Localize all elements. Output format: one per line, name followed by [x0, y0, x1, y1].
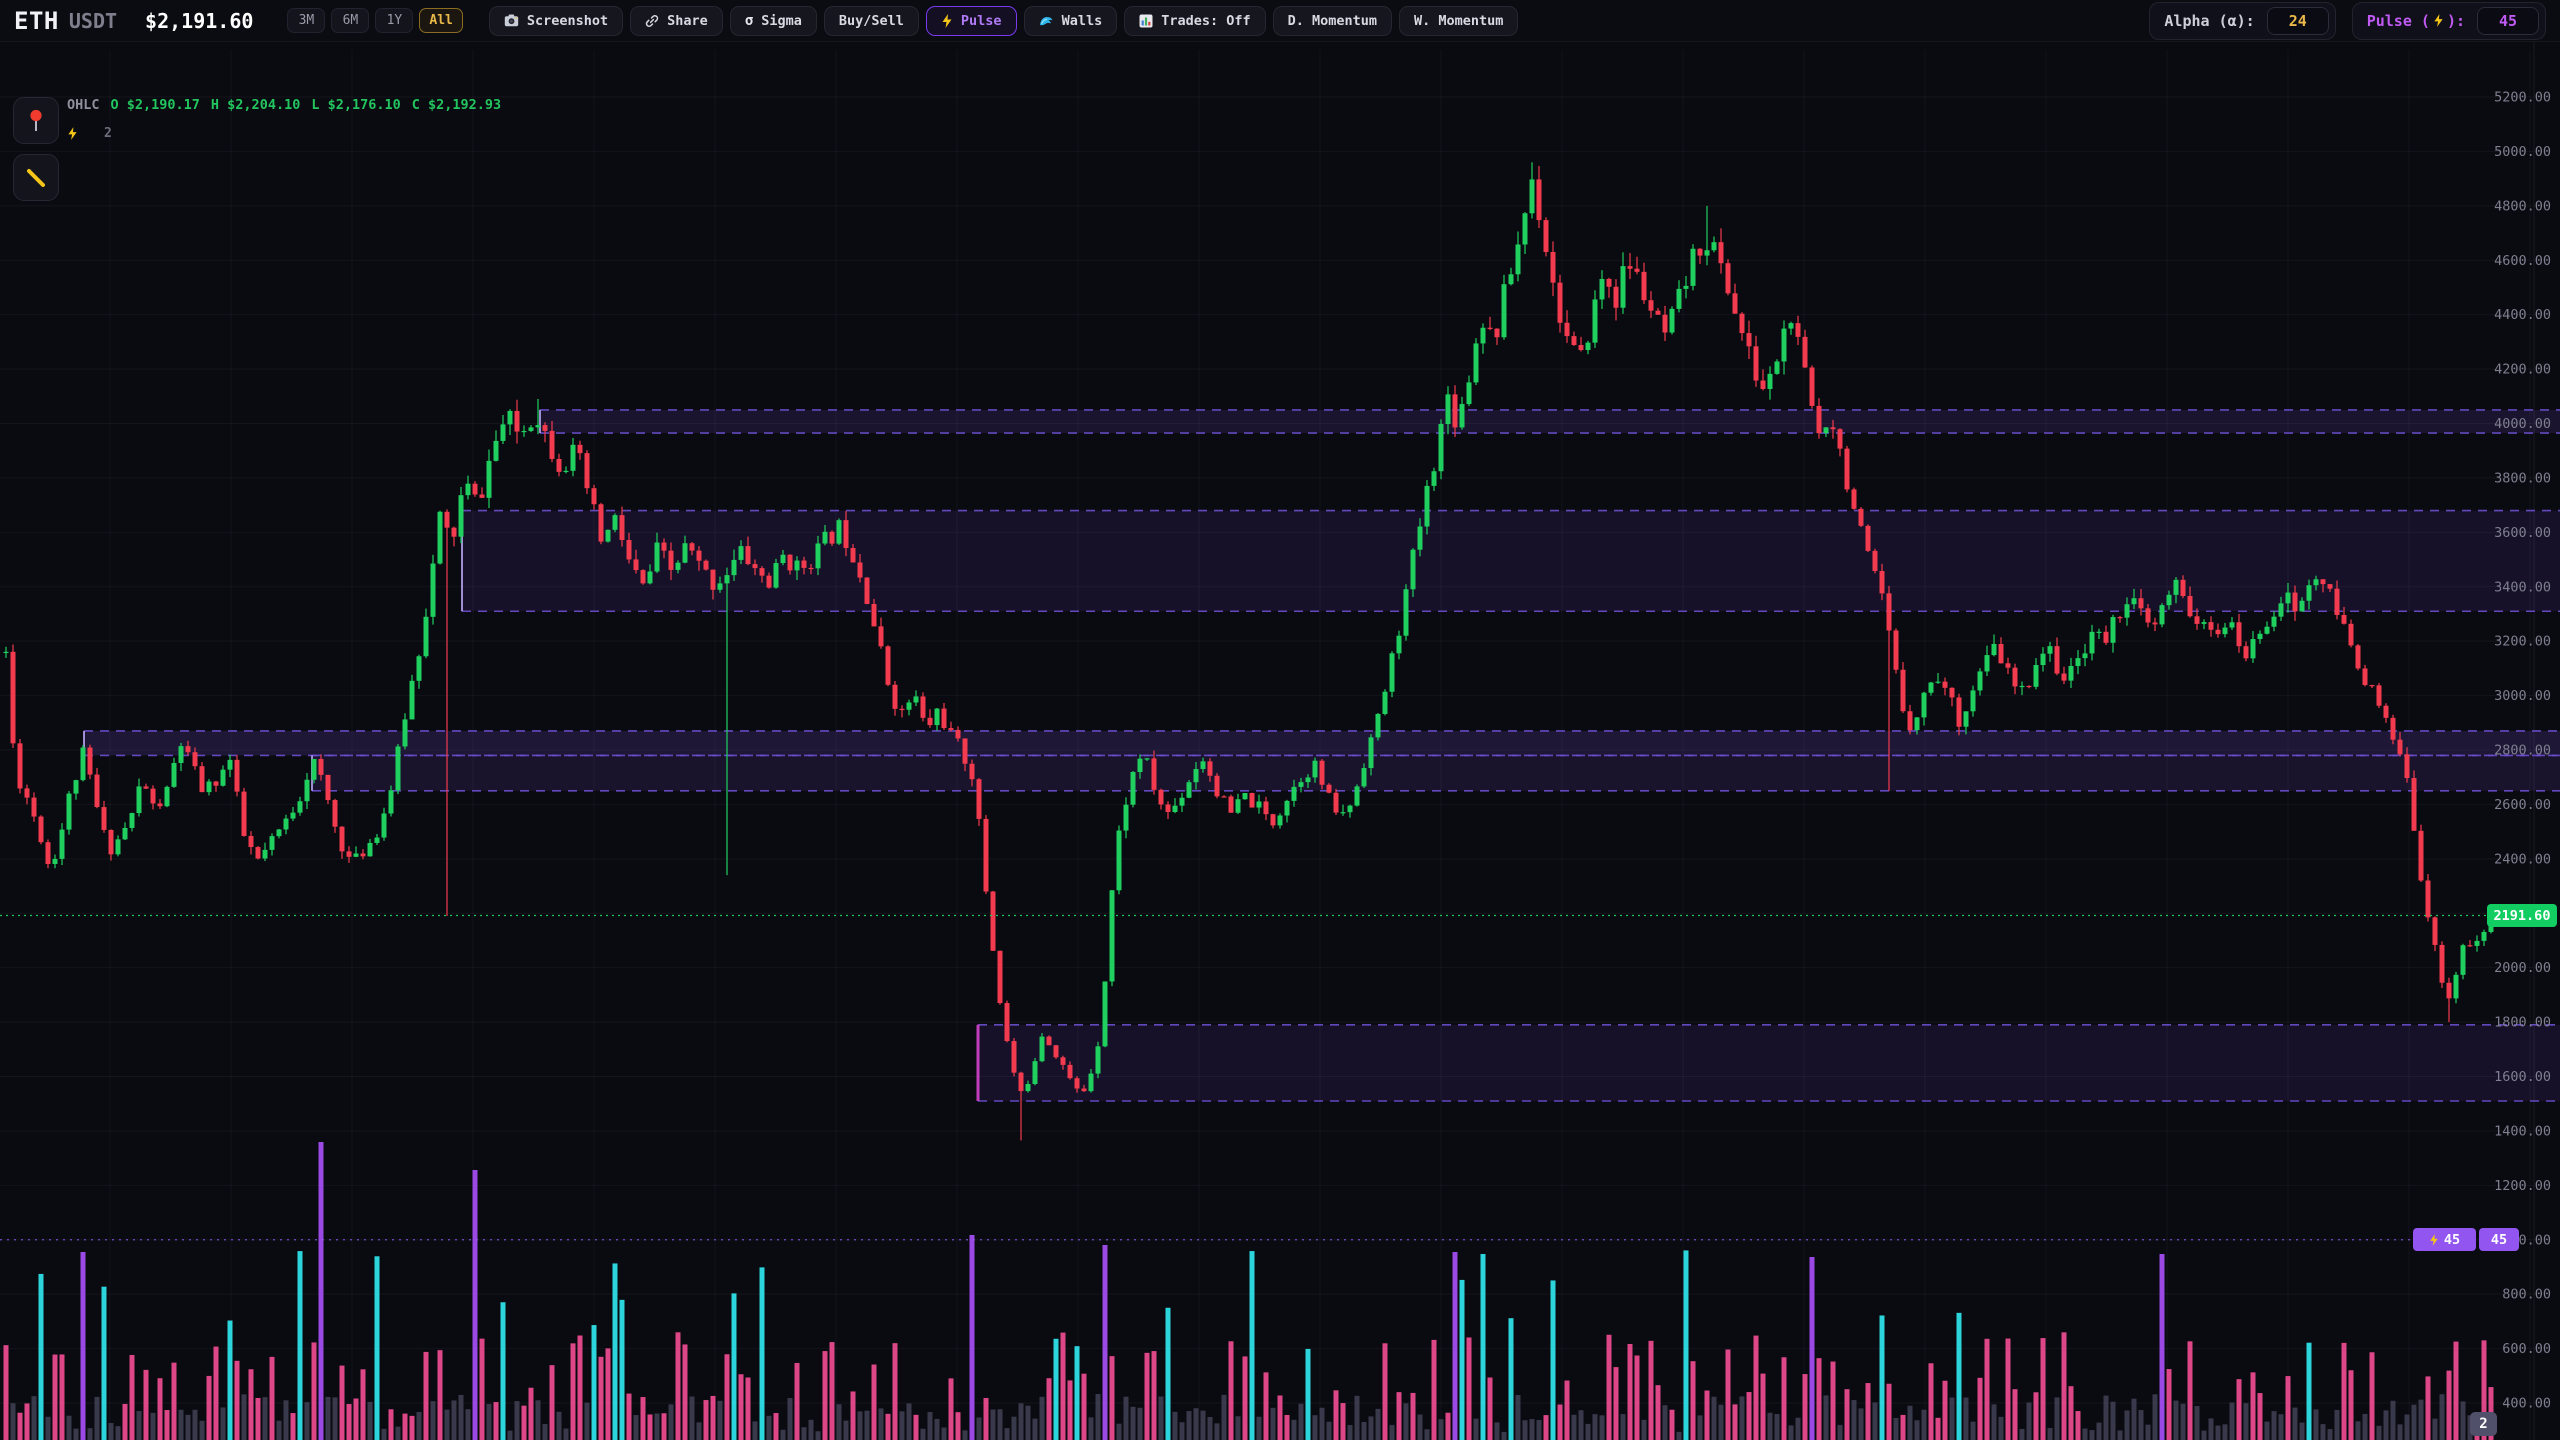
header-price: $2,191.60 — [145, 8, 254, 33]
alpha-param: Alpha (α): 24 — [2149, 1, 2336, 40]
zone-1650 — [978, 1024, 2560, 1101]
legend-pulse-count: 2 — [104, 126, 112, 141]
pulse-axis-badge: 45 — [2479, 1228, 2519, 1252]
legend-open: O $2,190.17 — [110, 97, 200, 113]
camera-icon — [504, 14, 519, 27]
svg-text:3200.00: 3200.00 — [2494, 634, 2551, 650]
svg-text:2000.00: 2000.00 — [2494, 960, 2551, 976]
svg-text:2400.00: 2400.00 — [2494, 851, 2551, 867]
ohlc-legend: OHLC O $2,190.17 H $2,204.10 L $2,176.10… — [67, 97, 501, 141]
buy-sell-button[interactable]: Buy/Sell — [823, 5, 919, 36]
bolt-icon — [2433, 14, 2444, 27]
trades-toggle-button[interactable]: Trades: Off — [1124, 5, 1266, 36]
supply-demand-zones — [83, 409, 2560, 1102]
trendline-icon — [24, 166, 48, 190]
legend-high: H $2,204.10 — [210, 97, 301, 113]
pulse-label: Pulse ( ): — [2366, 11, 2465, 30]
parameter-group: Alpha (α): 24 Pulse ( ): 45 — [2149, 1, 2546, 40]
sigma-icon: σ — [744, 12, 754, 29]
svg-text:1200.00: 1200.00 — [2494, 1178, 2551, 1194]
svg-text:4400.00: 4400.00 — [2494, 307, 2551, 323]
svg-text:5200.00: 5200.00 — [2494, 90, 2551, 106]
svg-text:3800.00: 3800.00 — [2494, 470, 2551, 486]
svg-text:3600.00: 3600.00 — [2494, 525, 2551, 541]
legend-low: L $2,176.10 — [311, 97, 401, 113]
svg-text:4800.00: 4800.00 — [2494, 198, 2551, 214]
pulse-param: Pulse ( ): 45 — [2351, 1, 2546, 40]
zone-4000 — [540, 409, 2560, 434]
timeframe-1y[interactable]: 1Y — [375, 8, 414, 33]
svg-text:4600.00: 4600.00 — [2494, 253, 2551, 269]
alpha-value-input[interactable]: 24 — [2266, 6, 2329, 35]
candlesticks — [3, 162, 2494, 1141]
svg-text:1400.00: 1400.00 — [2494, 1123, 2551, 1139]
weekly-momentum-button[interactable]: W. Momentum — [1399, 5, 1519, 36]
bolt-icon — [2429, 1233, 2439, 1246]
svg-text:1600.00: 1600.00 — [2494, 1069, 2551, 1085]
svg-text:3000.00: 3000.00 — [2494, 688, 2551, 704]
timeframe-6m[interactable]: 6M — [331, 8, 370, 33]
walls-button[interactable]: Walls — [1023, 5, 1118, 36]
timeframe-group: 3M 6M 1Y All — [287, 8, 463, 33]
trendline-tool-button[interactable] — [13, 154, 59, 201]
svg-text:400.00: 400.00 — [2502, 1396, 2551, 1412]
zone-2700 — [312, 755, 2560, 791]
pin-tool-button[interactable] — [13, 97, 59, 144]
timeframe-3m[interactable]: 3M — [287, 8, 326, 33]
svg-text:1800.00: 1800.00 — [2494, 1015, 2551, 1031]
bolt-icon — [67, 127, 78, 140]
toolbar: ETH USDT $2,191.60 3M 6M 1Y All Screensh… — [0, 0, 2560, 42]
symbol-quote: USDT — [68, 8, 118, 33]
screenshot-button[interactable]: Screenshot — [488, 5, 624, 36]
pulse-button[interactable]: Pulse — [925, 5, 1017, 36]
bolt-icon — [941, 13, 953, 28]
svg-text:800.00: 800.00 — [2502, 1287, 2551, 1303]
svg-text:600.00: 600.00 — [2502, 1341, 2551, 1357]
zone-2800 — [84, 730, 2560, 756]
bar-chart-icon — [1139, 14, 1153, 28]
sigma-button[interactable]: σ Sigma — [729, 5, 817, 36]
wave-icon — [1039, 14, 1054, 27]
link-icon — [645, 14, 659, 28]
price-axis: 5200.00 5000.00 4800.00 4600.00 4400.00 4200.… — [2494, 90, 2551, 1412]
svg-text:2600.00: 2600.00 — [2494, 797, 2551, 813]
daily-momentum-button[interactable]: D. Momentum — [1272, 5, 1393, 36]
share-button[interactable]: Share — [630, 5, 723, 36]
corner-count-badge: 2 — [2470, 1412, 2497, 1436]
zone-3500 — [462, 510, 2560, 612]
last-price-tag: 2191.60 — [2487, 904, 2557, 928]
pulse-value-badge: 45 — [2413, 1228, 2476, 1252]
timeframe-all[interactable]: All — [419, 8, 463, 33]
svg-text:4200.00: 4200.00 — [2494, 362, 2551, 378]
symbol-base: ETH — [14, 6, 59, 35]
action-group: Screenshot Share σ Sigma Buy/Sell Pulse — [488, 5, 1519, 36]
legend-title: OHLC — [67, 97, 100, 113]
volume-bars — [3, 1142, 2494, 1440]
legend-close: C $2,192.93 — [411, 97, 502, 113]
pin-icon — [24, 108, 48, 134]
svg-text:4000.00: 4000.00 — [2494, 416, 2551, 432]
svg-text:3400.00: 3400.00 — [2494, 579, 2551, 595]
drawing-toolbar — [13, 97, 59, 201]
pulse-value-input[interactable]: 45 — [2477, 6, 2539, 35]
svg-text:5000.00: 5000.00 — [2494, 144, 2551, 160]
svg-text:2800.00: 2800.00 — [2494, 743, 2551, 759]
alpha-label: Alpha (α): — [2164, 11, 2255, 30]
